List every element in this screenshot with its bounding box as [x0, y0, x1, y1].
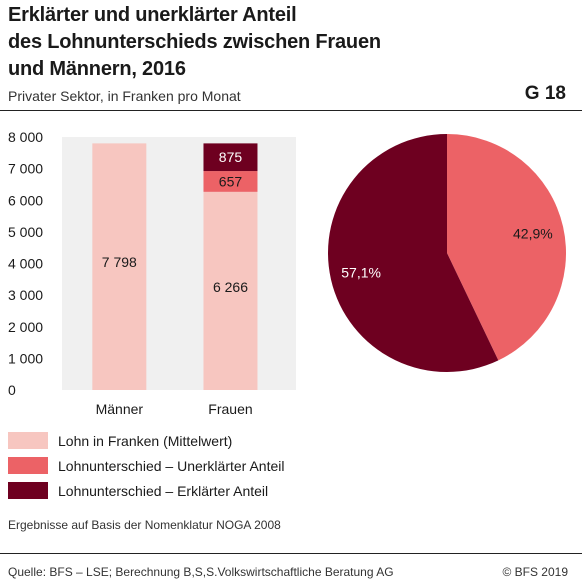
pie-slice [328, 134, 499, 372]
bar-data-label: 6 266 [213, 279, 248, 295]
title-line-2: des Lohnunterschieds zwischen Frauen [8, 31, 381, 53]
pie-slice [447, 134, 567, 361]
bar-segment [92, 143, 147, 390]
figure-id: G 18 [524, 83, 566, 104]
y-tick-label: 6 000 [8, 192, 43, 208]
y-tick-label: 3 000 [8, 287, 43, 303]
bar-data-label: 7 798 [102, 254, 137, 270]
legend-swatch-unerklaert [8, 457, 48, 474]
pie-slice-label: 57,1% [341, 264, 381, 280]
header-rule [0, 110, 582, 111]
x-category-label: Männer [96, 401, 144, 417]
bar-segment [203, 171, 258, 192]
legend-swatch-erklaert [8, 482, 48, 499]
legend-item-erklaert: Lohnunterschied – Erklärter Anteil [8, 478, 284, 503]
y-tick-label: 4 000 [8, 256, 43, 272]
legend-label-erklaert: Lohnunterschied – Erklärter Anteil [58, 482, 269, 499]
title-line-3: und Männern, 2016 [8, 58, 186, 80]
footer-rule [0, 553, 582, 554]
chart-subtitle: Privater Sektor, in Franken pro Monat [8, 88, 241, 104]
copyright: © BFS 2019 [502, 565, 568, 579]
pie-slice-label: 42,9% [513, 226, 553, 242]
stacked-bar-chart: 0 1 000 2 000 3 000 4 000 5 000 6 000 7 000 8 00… [8, 129, 296, 417]
bar-segment [203, 143, 258, 172]
legend-item-unerklaert: Lohnunterschied – Unerklärter Anteil [8, 453, 284, 478]
legend-label-lohn: Lohn in Franken (Mittelwert) [58, 432, 233, 449]
y-tick-label: 2 000 [8, 319, 43, 335]
y-tick-label: 8 000 [8, 129, 43, 145]
source-line: Quelle: BFS – LSE; Berechnung B,S,S.Volk… [8, 565, 394, 579]
legend-swatch-lohn [8, 432, 48, 449]
legend: Lohn in Franken (Mittelwert) Lohnuntersc… [8, 428, 284, 503]
footnote: Ergebnisse auf Basis der Nomenklatur NOG… [8, 518, 281, 532]
title-line-1: Erklärter und unerklärter Anteil [8, 4, 297, 26]
bar-data-label: 875 [219, 149, 243, 165]
chart-title: Erklärter und unerklärter Anteil des Loh… [8, 2, 568, 83]
y-tick-label: 1 000 [8, 350, 43, 366]
y-tick-label: 5 000 [8, 224, 43, 240]
pie-chart: 42,9% 57,1% [328, 134, 567, 372]
bar-data-label: 657 [219, 173, 243, 189]
legend-label-unerklaert: Lohnunterschied – Unerklärter Anteil [58, 457, 285, 474]
y-tick-label: 0 [8, 382, 16, 398]
bar-segment [203, 191, 258, 390]
y-tick-label: 7 000 [8, 161, 43, 177]
legend-item-lohn: Lohn in Franken (Mittelwert) [8, 428, 284, 453]
x-category-label: Frauen [208, 401, 252, 417]
